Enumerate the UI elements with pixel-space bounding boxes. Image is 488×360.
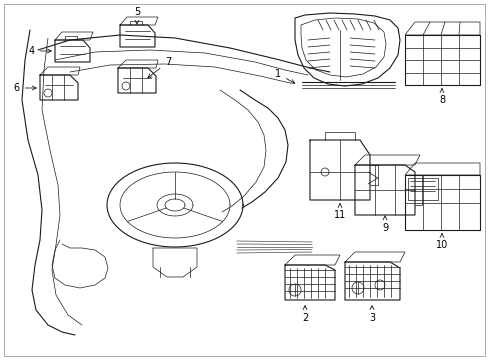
Text: 10: 10 — [435, 234, 447, 250]
Text: 9: 9 — [381, 216, 387, 233]
Text: 2: 2 — [301, 306, 307, 323]
Text: 4: 4 — [29, 46, 51, 56]
Text: 6: 6 — [14, 83, 36, 93]
Text: 8: 8 — [438, 89, 444, 105]
Bar — [407, 178, 437, 200]
Text: 11: 11 — [333, 204, 346, 220]
Text: 7: 7 — [148, 57, 171, 78]
Bar — [404, 35, 479, 85]
Text: 5: 5 — [134, 7, 140, 24]
Bar — [404, 175, 479, 230]
Text: 1: 1 — [274, 69, 294, 83]
Text: 3: 3 — [368, 306, 374, 323]
